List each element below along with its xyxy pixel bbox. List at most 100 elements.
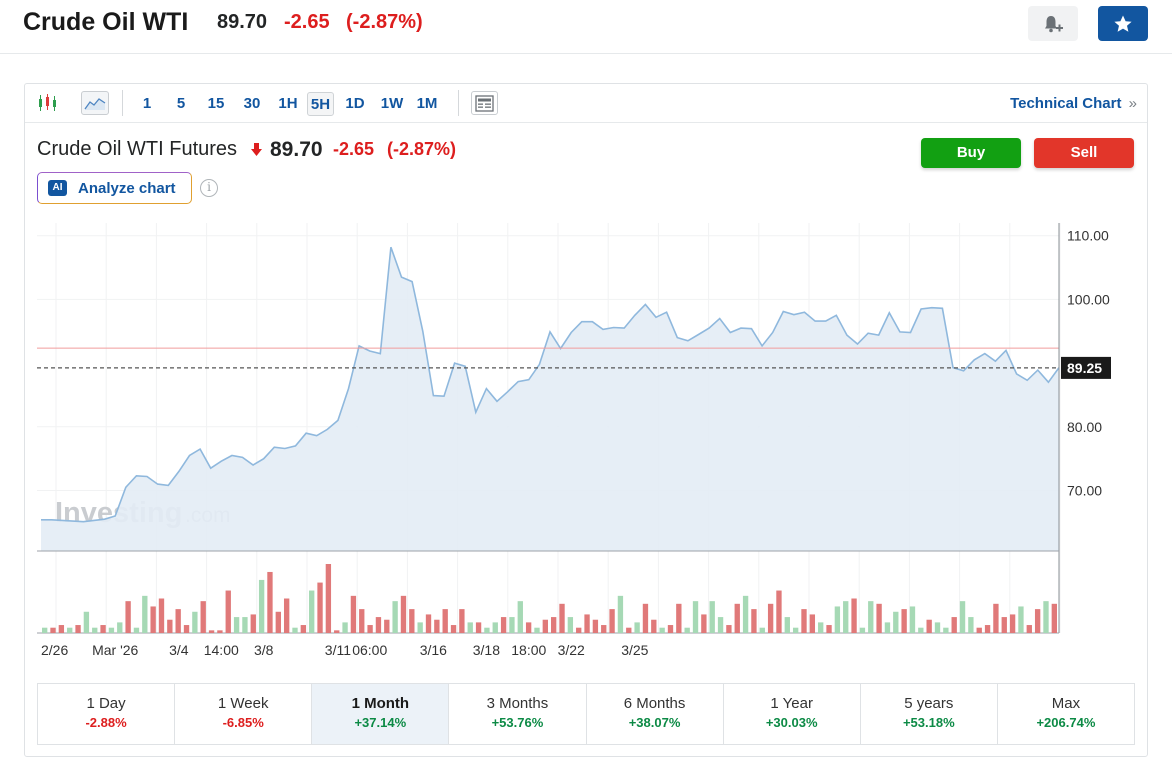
technical-chart-link[interactable]: Technical Chart » <box>1010 95 1137 112</box>
period-change: +37.14% <box>354 715 407 730</box>
x-tick-label: 3/22 <box>558 642 585 658</box>
add-alert-button[interactable] <box>1028 6 1078 41</box>
volume-bar <box>242 617 248 633</box>
volume-bar <box>484 627 490 633</box>
watchlist-button[interactable] <box>1098 6 1148 41</box>
volume-bar <box>684 627 690 633</box>
volume-bar <box>133 627 140 633</box>
volume-bar <box>317 582 323 633</box>
interval-1d[interactable]: 1D <box>345 95 365 112</box>
volume-bar <box>258 579 265 633</box>
interval-1h[interactable]: 1H <box>278 95 298 112</box>
volume-bar <box>617 595 624 633</box>
toolbar-divider <box>122 90 123 116</box>
volume-bar <box>751 609 757 633</box>
period-label: 1 Month <box>351 695 410 712</box>
volume-bar <box>592 619 599 633</box>
period-change: -6.85% <box>222 715 264 730</box>
volume-bar <box>267 571 273 633</box>
interval-1[interactable]: 1 <box>142 95 152 112</box>
period-change: +53.76% <box>491 715 544 730</box>
period-label: 3 Months <box>486 695 549 712</box>
volume-bar <box>117 622 123 633</box>
volume-bar <box>100 625 106 633</box>
period-label: 5 years <box>904 695 954 712</box>
header-change: -2.65 <box>284 11 330 33</box>
volume-bar <box>876 603 882 633</box>
x-tick-label: Mar '26 <box>92 642 138 658</box>
volume-bar <box>467 622 473 633</box>
interval-5h[interactable]: 5H <box>307 92 334 116</box>
double-chevron-right-icon: » <box>1128 95 1137 112</box>
area-chart-icon[interactable] <box>81 91 109 115</box>
volume-bar <box>1026 625 1032 633</box>
volume-bar <box>976 627 982 633</box>
news-layout-icon[interactable] <box>471 91 498 115</box>
info-icon[interactable]: i <box>200 179 218 197</box>
volume-bar <box>1018 606 1024 633</box>
volume-bar <box>984 625 991 633</box>
volume-bar <box>859 627 866 633</box>
volume-bar <box>542 619 548 633</box>
x-tick-label: 06:00 <box>352 642 387 658</box>
volume-bar <box>801 609 807 633</box>
volume-bar <box>67 627 73 633</box>
volume-bar <box>959 601 966 633</box>
instrument-name: Crude Oil WTI Futures <box>37 138 238 160</box>
interval-1m[interactable]: 1M <box>416 95 438 112</box>
interval-30[interactable]: 30 <box>243 95 261 112</box>
volume-bar <box>392 601 398 633</box>
buy-button[interactable]: Buy <box>921 138 1021 168</box>
x-tick-label: 3/8 <box>254 642 274 658</box>
period-1-week[interactable]: 1 Week -6.85% <box>175 684 313 744</box>
period-label: 6 Months <box>623 695 686 712</box>
volume-bar <box>367 625 373 633</box>
period-1-month[interactable]: 1 Month +37.14% <box>312 684 450 744</box>
analyze-chart-label: Analyze chart <box>78 179 176 197</box>
volume-bar <box>709 601 715 633</box>
interval-5[interactable]: 5 <box>176 95 186 112</box>
interval-1w[interactable]: 1W <box>380 95 404 112</box>
current-price-label: 89.25 <box>1067 360 1102 376</box>
chart-toolbar: 1 5 15 30 1H 5H 1D 1W 1M Technical Chart » <box>25 84 1147 123</box>
volume-bar <box>584 614 590 633</box>
volume-bar <box>233 617 240 633</box>
analyze-chart-button[interactable]: AI Analyze chart <box>37 172 192 204</box>
volume-bar <box>250 614 256 633</box>
volume-bar <box>601 625 607 633</box>
period-6-months[interactable]: 6 Months +38.07% <box>587 684 724 744</box>
volume-bar <box>459 609 465 633</box>
volume-bar <box>283 598 290 633</box>
volume-bar <box>1009 614 1016 633</box>
volume-bar <box>434 619 440 633</box>
period-3-months[interactable]: 3 Months +53.76% <box>449 684 587 744</box>
volume-bar <box>375 617 382 633</box>
quote-header: Crude Oil WTI 89.70 -2.65 (-2.87%) <box>0 0 1172 54</box>
volume-bar <box>442 609 448 633</box>
period-selector: 1 Day -2.88% 1 Week -6.85% 1 Month +37.14% 3 M… <box>37 683 1135 745</box>
candlestick-chart-icon[interactable] <box>35 91 61 115</box>
period-1-day[interactable]: 1 Day -2.88% <box>38 684 176 744</box>
interval-15[interactable]: 15 <box>207 95 225 112</box>
y-tick-label: 80.00 <box>1067 419 1102 435</box>
price-chart[interactable]: Investing.com110.00100.0080.0070.0089.25… <box>25 84 1147 674</box>
period-5-years[interactable]: 5 years +53.18% <box>861 684 998 744</box>
volume-bar <box>918 627 924 633</box>
volume-bar <box>50 627 56 633</box>
volume-bar <box>692 601 699 633</box>
x-tick-label: 3/25 <box>621 642 648 658</box>
volume-bar <box>909 606 916 633</box>
volume-bar <box>818 622 824 633</box>
x-tick-label: 3/18 <box>473 642 500 658</box>
volume-bar <box>167 619 173 633</box>
volume-bar <box>309 590 315 633</box>
sell-button[interactable]: Sell <box>1034 138 1134 168</box>
period-1-year[interactable]: 1 Year +30.03% <box>724 684 861 744</box>
volume-bar <box>659 627 665 633</box>
volume-bar <box>534 627 540 633</box>
ai-icon: AI <box>48 180 67 196</box>
period-max[interactable]: Max +206.74% <box>998 684 1134 744</box>
x-tick-label: 18:00 <box>511 642 546 658</box>
volume-bar <box>843 601 849 633</box>
volume-bar <box>158 598 165 633</box>
